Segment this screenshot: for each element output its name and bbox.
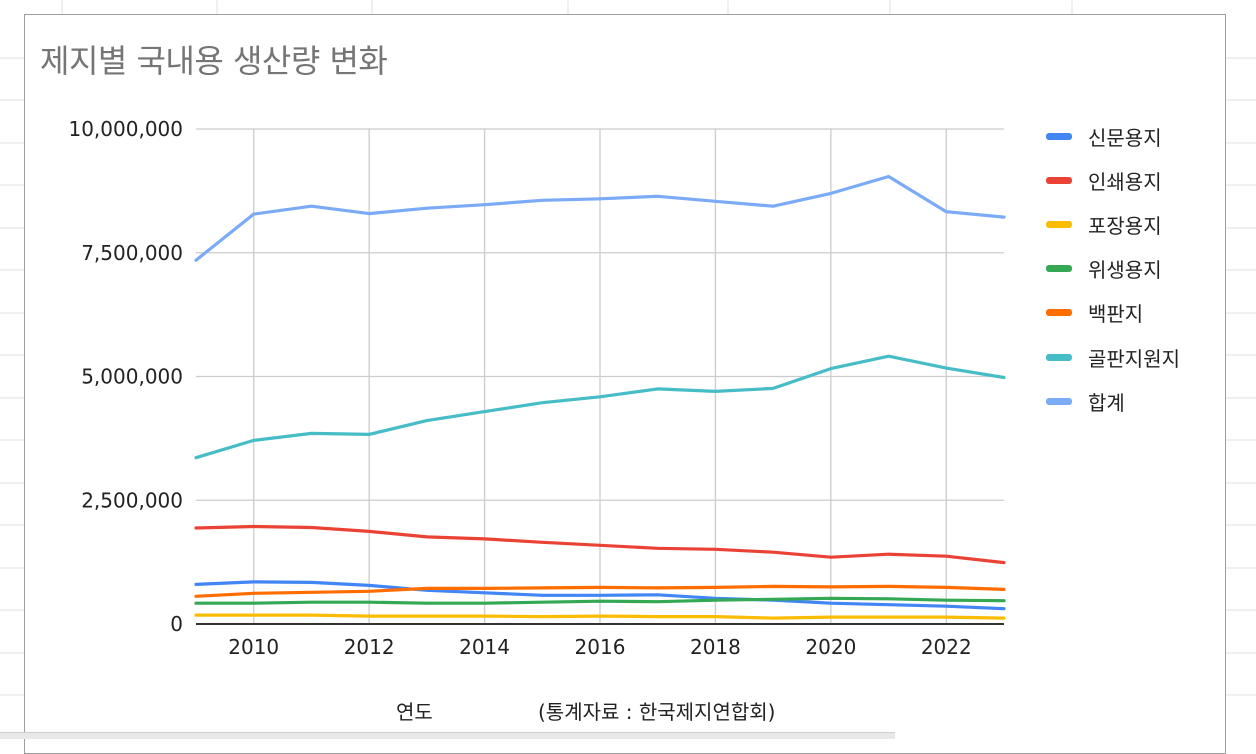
legend-label: 골판지원지	[1088, 346, 1180, 371]
x-tick-label: 2012	[344, 635, 395, 659]
legend-label: 인쇄용지	[1088, 169, 1162, 194]
x-axis-title: 연도	[396, 700, 433, 724]
horizontal-scrollbar[interactable]	[0, 732, 895, 739]
legend-swatch	[1046, 132, 1072, 140]
legend-label: 위생용지	[1088, 258, 1162, 283]
series-line-7	[194, 174, 1006, 262]
legend-item: 합계	[1046, 379, 1180, 423]
legend-swatch	[1046, 309, 1072, 317]
legend-item: 포장용지	[1046, 202, 1180, 246]
line-chart: 0 2,500,000 5,000,000 7,500,000 10,000,000 20…	[68, 117, 1006, 659]
y-tick-label: 10,000,000	[68, 117, 183, 141]
series-line-2	[194, 524, 1006, 565]
legend-label: 포장용지	[1088, 213, 1162, 238]
legend-item: 신문용지	[1046, 114, 1180, 158]
y-tick-label: 7,500,000	[81, 241, 183, 265]
legend-swatch	[1046, 176, 1072, 184]
series-line-5	[194, 584, 1006, 598]
y-tick-label: 0	[170, 612, 183, 636]
x-tick-label: 2016	[575, 635, 626, 659]
y-tick-label: 2,500,000	[81, 488, 183, 512]
x-tick-label: 2022	[921, 635, 972, 659]
x-tick-label: 2020	[805, 635, 856, 659]
chart-title: 제지별 국내용 생산량 변화	[40, 42, 388, 80]
legend-label: 합계	[1088, 390, 1125, 415]
legend-item: 인쇄용지	[1046, 158, 1180, 202]
legend-swatch	[1046, 265, 1072, 273]
chart-card[interactable]	[24, 14, 1226, 754]
legend-swatch	[1046, 220, 1072, 228]
y-tick-label: 5,000,000	[81, 365, 183, 389]
legend-item: 골판지원지	[1046, 335, 1180, 379]
x-tick-label: 2014	[459, 635, 510, 659]
source-note: (통계자료 : 한국제지연합회)	[538, 700, 776, 724]
x-tick-label: 2010	[228, 635, 279, 659]
x-tick-label: 2018	[690, 635, 741, 659]
series-line-6	[194, 354, 1006, 460]
legend-swatch	[1046, 353, 1072, 361]
series-line-4	[194, 596, 1006, 605]
legend-label: 백판지	[1088, 302, 1144, 327]
legend-item: 백판지	[1046, 291, 1180, 335]
legend-swatch	[1046, 397, 1072, 405]
legend-label: 신문용지	[1088, 125, 1162, 150]
legend-item: 위생용지	[1046, 247, 1180, 291]
series-line-1	[194, 580, 1006, 611]
series-line-3	[194, 613, 1006, 620]
